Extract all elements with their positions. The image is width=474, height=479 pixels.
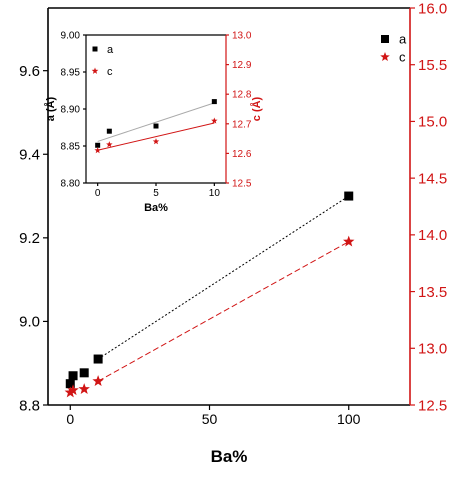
main-series-a-point [93, 354, 103, 364]
main-right-tick-label: 13.0 [418, 341, 447, 358]
inset-legend-marker-a [92, 46, 98, 52]
main-series-c-point [343, 235, 355, 247]
inset-series-c-point [94, 147, 101, 154]
inset-right-tick-label: 12.5 [232, 179, 252, 190]
inset-left-axis-label: a (Å) [44, 96, 57, 121]
main-legend-marker-c [380, 52, 390, 62]
main-left-tick-label: 9.0 [19, 314, 40, 331]
inset-left-tick-label: 8.80 [61, 179, 81, 190]
main-series-a-point [68, 371, 78, 381]
inset-series-c-point [211, 117, 218, 124]
inset-x-tick-label: 0 [95, 188, 101, 199]
inset-legend-label-c: c [107, 66, 113, 78]
main-series-c-point [92, 375, 104, 387]
main-series-c-point [64, 386, 76, 398]
main-series-c-point [78, 383, 90, 394]
main-series-a-point [79, 368, 89, 378]
inset-series-c-point [152, 138, 160, 145]
main-right-tick-label: 12.5 [418, 397, 447, 414]
inset-right-tick-label: 12.9 [232, 60, 252, 71]
main-series-a-trend-line [97, 195, 350, 360]
main-series-c-point [67, 384, 79, 396]
inset-right-tick-label: 12.8 [232, 90, 252, 101]
inset-series-a-point [106, 128, 112, 134]
main-legend-label-c: c [399, 50, 406, 65]
main-x-axis-label: Ba% [211, 447, 248, 466]
main-x-tick-label: 50 [202, 411, 218, 427]
inset-left-tick-label: 8.90 [61, 105, 81, 116]
main-series-c-trend-line [97, 241, 349, 382]
inset-left-tick-label: 8.95 [61, 68, 81, 79]
main-legend-label-a: a [399, 32, 407, 47]
inset-series-a-point [95, 142, 101, 148]
inset-left-tick-label: 9.00 [61, 31, 81, 42]
inset-x-axis-label: Ba% [144, 202, 168, 214]
inset-legend-label-a: a [107, 44, 114, 56]
main-series-a-point [344, 191, 354, 201]
main-right-tick-label: 13.5 [418, 284, 447, 301]
main-left-tick-label: 9.6 [19, 63, 40, 80]
main-x-tick-label: 100 [337, 411, 361, 427]
inset-left-tick-label: 8.85 [61, 142, 81, 153]
inset-series-a-fit-line [97, 102, 215, 142]
main-x-tick-label: 0 [66, 411, 74, 427]
inset-x-tick-label: 5 [153, 188, 159, 199]
inset-series-a-point [211, 99, 217, 105]
main-right-tick-label: 14.0 [418, 227, 447, 244]
inset-right-axis-label: c (Å) [250, 96, 263, 121]
main-series-a-point [65, 379, 75, 389]
inset-legend-marker-c [91, 67, 99, 74]
inset-right-tick-label: 13.0 [232, 31, 252, 42]
inset-x-tick-label: 10 [209, 188, 221, 199]
inset-plot-background [86, 35, 226, 183]
main-right-tick-label: 15.0 [418, 114, 447, 131]
main-left-tick-label: 9.4 [19, 147, 40, 164]
main-left-tick-label: 9.2 [19, 230, 40, 247]
inset-right-tick-label: 12.7 [232, 119, 252, 130]
main-right-tick-label: 15.5 [418, 57, 447, 74]
inset-series-c-fit-line [97, 122, 215, 151]
inset-series-c-point [106, 141, 113, 148]
main-right-tick-label: 16.0 [418, 0, 447, 17]
main-legend-marker-a [381, 35, 389, 43]
main-left-tick-label: 8.8 [19, 397, 40, 414]
inset-series-a-point [153, 123, 159, 129]
main-right-tick-label: 14.5 [418, 170, 447, 187]
inset-right-tick-label: 12.6 [232, 149, 252, 160]
